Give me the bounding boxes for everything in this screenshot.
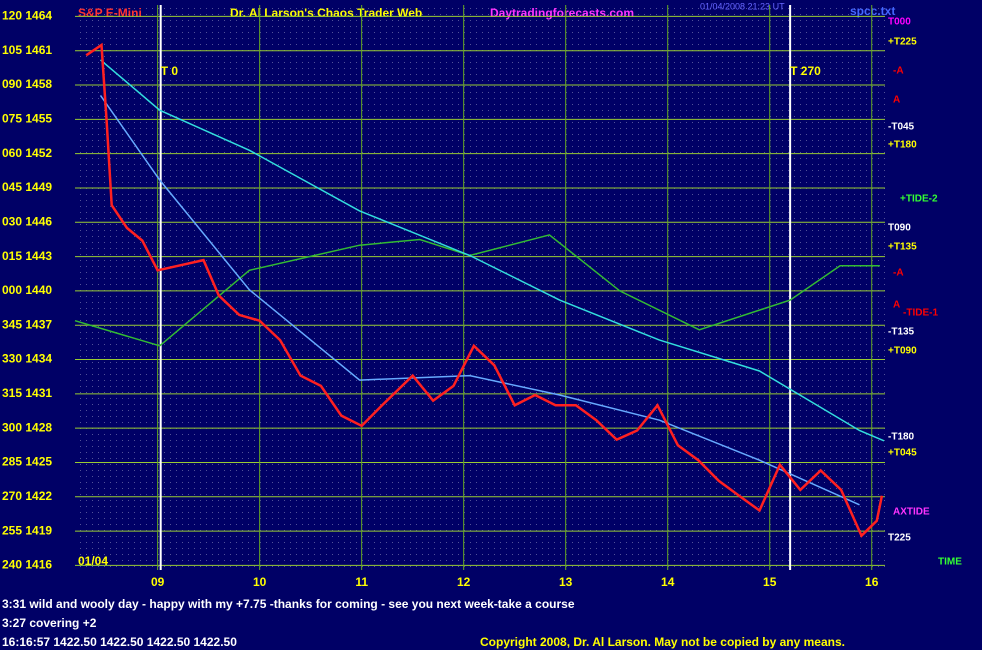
- note: 16:16:57 1422.50 1422.50 1422.50 1422.50: [2, 635, 237, 649]
- x-tick-label: 09: [151, 575, 165, 589]
- y-tick-label: 045 1449: [2, 180, 52, 194]
- right-label: -T045: [888, 122, 915, 133]
- y-tick-label: 000 1440: [2, 283, 52, 297]
- x-tick-label: 10: [253, 575, 267, 589]
- y-tick-label: 030 1446: [2, 214, 52, 228]
- time-marker-label: T 0: [161, 64, 179, 78]
- right-label: T000: [888, 17, 911, 28]
- right-label: AXTIDE: [893, 507, 930, 518]
- series-line: [85, 42, 884, 538]
- right-label: +T090: [888, 346, 917, 357]
- chart-title: S&P E-Mini: [78, 6, 142, 20]
- date-label: 01/04: [78, 554, 108, 568]
- x-tick-label: 12: [457, 575, 471, 589]
- plot-texture: [75, 5, 885, 570]
- y-tick-label: 240 1416: [2, 558, 52, 572]
- y-tick-label: 255 1419: [2, 523, 52, 537]
- right-label: T225: [888, 533, 911, 544]
- y-tick-label: 105 1461: [2, 43, 52, 57]
- y-tick-label: 060 1452: [2, 146, 52, 160]
- x-tick-label: 16: [865, 575, 879, 589]
- note: 3:31 wild and wooly day - happy with my …: [2, 597, 575, 611]
- right-label: +T045: [888, 448, 917, 459]
- y-tick-label: 330 1434: [2, 352, 52, 366]
- right-label: -A: [893, 268, 904, 279]
- right-label: +TIDE-2: [900, 194, 938, 205]
- right-label: +T135: [888, 242, 917, 253]
- right-label: A: [893, 300, 900, 311]
- y-tick-label: 090 1458: [2, 77, 52, 91]
- right-label: T090: [888, 223, 911, 234]
- right-label: +T180: [888, 140, 917, 151]
- file-name: spcc.txt: [850, 4, 895, 18]
- right-label: TIME: [938, 557, 962, 568]
- y-tick-label: 285 1425: [2, 455, 52, 469]
- y-tick-label: 120 1464: [2, 9, 52, 23]
- right-label: -A: [893, 66, 904, 77]
- site-name: Daytradingforecasts.com: [490, 6, 634, 20]
- y-tick-label: 315 1431: [2, 386, 52, 400]
- note: 3:27 covering +2: [2, 616, 97, 630]
- series-line: [74, 234, 880, 347]
- x-tick-label: 13: [559, 575, 573, 589]
- y-tick-label: 345 1437: [2, 317, 52, 331]
- time-marker-label: T 270: [790, 64, 821, 78]
- right-label: -T180: [888, 432, 915, 443]
- right-label: -T135: [888, 327, 915, 338]
- y-tick-label: 300 1428: [2, 420, 52, 434]
- timestamp: 01/04/2008 21:23 UT: [700, 1, 785, 11]
- series-line: [99, 94, 860, 506]
- chart-subtitle: Dr. Al Larson's Chaos Trader Web: [230, 6, 422, 20]
- y-tick-label: 075 1455: [2, 112, 52, 126]
- right-label: +T225: [888, 37, 917, 48]
- copyright: Copyright 2008, Dr. Al Larson. May not b…: [480, 635, 845, 649]
- y-tick-label: 270 1422: [2, 489, 52, 503]
- x-tick-label: 11: [355, 575, 368, 589]
- right-label: -TIDE-1: [903, 308, 938, 319]
- x-tick-label: 14: [661, 575, 675, 589]
- x-tick-label: 15: [763, 575, 777, 589]
- y-tick-label: 015 1443: [2, 249, 52, 263]
- right-label: A: [893, 95, 900, 106]
- series-line: [100, 59, 885, 442]
